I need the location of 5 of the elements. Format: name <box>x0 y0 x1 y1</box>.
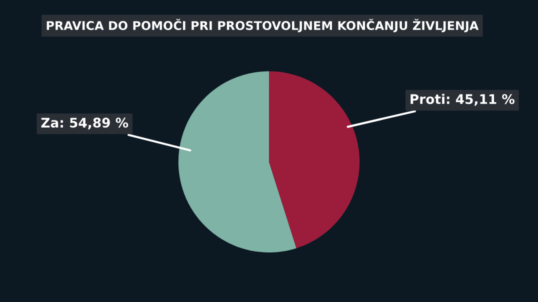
pie-slice <box>178 71 296 252</box>
slice-label: Za: 54,89 % <box>41 118 128 130</box>
chart-title: PRAVICA DO POMOČI PRI PROSTOVOLJNEM KONČANJU ŽIVLJENJA <box>46 18 479 32</box>
slice-label: Proti: 45,11 % <box>410 94 514 106</box>
pie-slice <box>269 71 360 248</box>
